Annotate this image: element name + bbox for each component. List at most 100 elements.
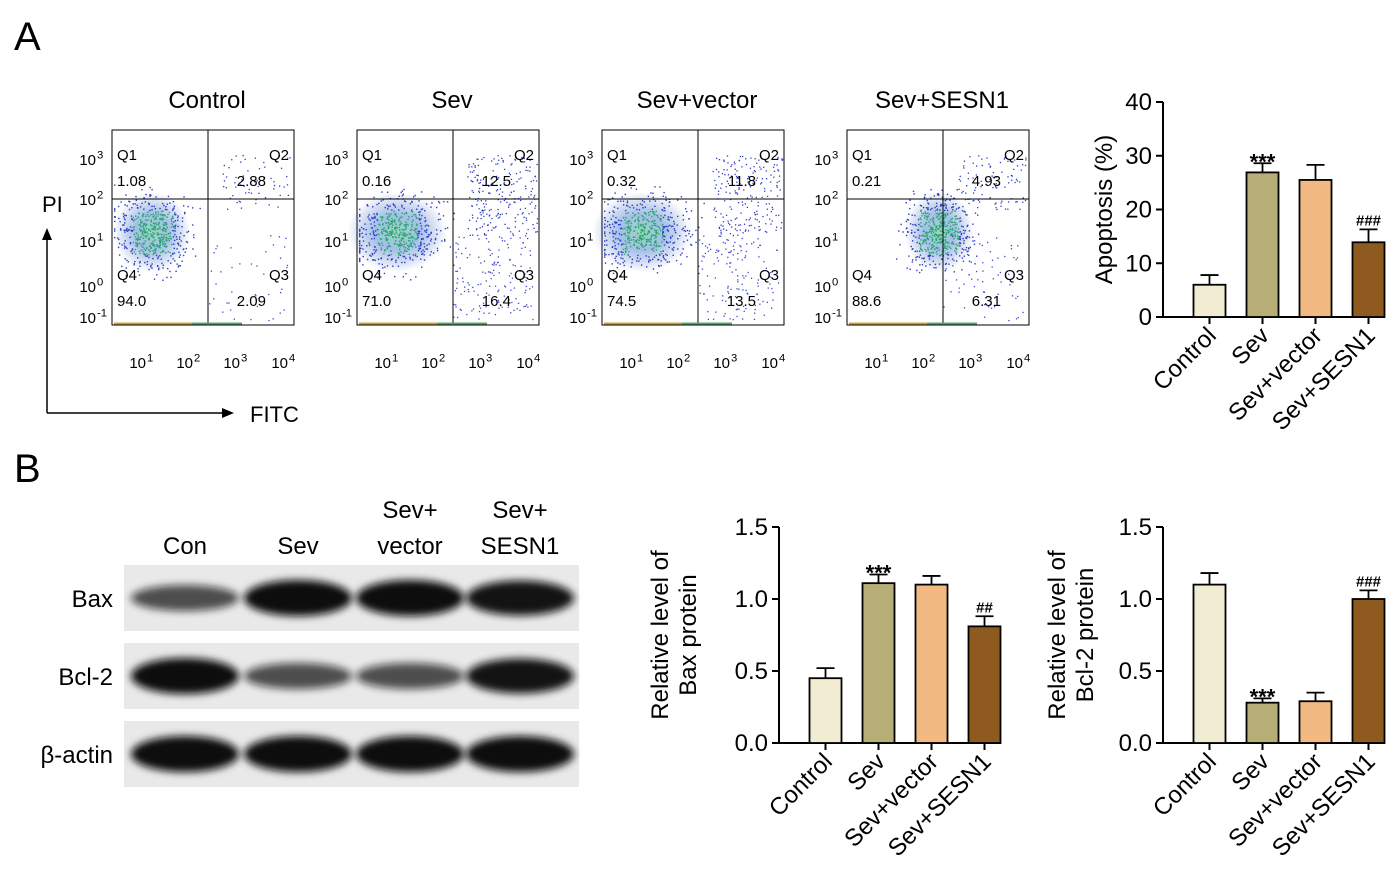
flow-dot [959,180,962,182]
flow-dot [510,272,512,275]
significance-mark: ### [1356,573,1382,590]
flow-dot [503,295,505,297]
flow-dot [497,256,500,258]
flow-dot [157,257,159,260]
q3-value: 6.31 [972,293,1001,310]
flow-dot [497,198,499,201]
flow-dot [512,234,515,237]
flow-dot [736,229,738,232]
flow-dot [472,308,475,310]
flow-dot [241,179,243,181]
flow-dot [141,221,143,223]
panel-a-label: A [14,15,41,59]
flow-dot [250,192,253,194]
flow-dot [403,200,406,202]
flow-dot [614,257,616,260]
flow-dot [472,286,474,289]
flow-dot [477,234,479,237]
flow-dot [242,175,245,177]
flow-dot [407,218,409,221]
flow-dot [931,244,933,247]
flow-dot [701,243,704,245]
flow-dot [652,192,654,194]
flow-dot [955,215,958,217]
flow-dot [750,277,753,279]
flow-dot [254,294,256,296]
flow-dot [650,227,652,230]
flow-dot [165,252,167,254]
flow-dot [417,236,419,238]
flow-dot [380,219,383,221]
flow-dot [972,236,974,238]
flow-dot [664,235,666,238]
flow-dot [1025,157,1027,159]
flow-dot [426,248,429,250]
flow-dot [519,171,521,173]
flow-dot [963,242,965,244]
flow-dot [384,249,386,251]
flow-dot [754,308,756,311]
flow-dot [644,217,646,219]
flow-dot [159,240,162,242]
y-tick-label-exponent: 3 [342,149,348,161]
flow-dot [386,231,389,233]
flow-dot [763,190,766,192]
flow-dot [402,233,404,236]
flow-dot [729,232,732,235]
flow-dot [481,184,484,186]
flow-dot [625,246,628,248]
flow-dot [997,274,999,276]
flow-dot [622,248,624,251]
flow-dot [611,230,614,232]
flow-dot [166,216,168,218]
flow-dot [937,247,939,249]
flow-dot [662,195,664,198]
flow-dot [943,217,945,220]
flow-dot [669,236,672,238]
flow-dot [154,227,157,229]
flow-dot [426,244,428,247]
flow-dot [643,227,645,229]
flow-dot [685,201,687,203]
flow-dot [721,253,723,256]
flow-dot [139,238,141,240]
flow-dot [528,213,530,215]
flow-dot [163,204,165,207]
flow-dot [755,179,757,182]
flow-dot [122,213,125,215]
flow-dot [615,237,617,240]
flow-dot [444,227,447,230]
flow-dot [231,291,233,293]
flow-dot [757,279,759,281]
flow-dot [757,201,759,204]
flow-dot [359,234,361,236]
flow-dot [662,209,664,212]
flow-dot [532,179,535,182]
flow-dot [516,181,518,183]
flow-dot [961,248,964,250]
flow-dot [258,192,260,194]
flow-dot [377,233,379,235]
flow-dot [144,254,146,256]
flow-dot [179,232,182,234]
flow-dot [131,252,134,255]
flow-dot [698,272,700,275]
flow-dot [930,248,932,251]
flow-dot [627,223,630,225]
flow-dot [618,219,620,221]
flow-dot [142,227,145,229]
flow-dot [681,252,683,254]
flow-dot [365,251,367,253]
flow-dot [495,190,498,192]
flow-dot [403,213,406,215]
flow-dot [226,302,228,304]
flow-dot [418,200,420,202]
flow-dot [417,234,419,236]
flow-dot [1017,316,1019,319]
flow-dot [926,234,928,236]
flow-dot [169,235,171,238]
flow-dot [604,262,607,264]
flow-dot [742,305,745,307]
flow-dot [152,253,155,256]
flow-dot [628,232,630,234]
